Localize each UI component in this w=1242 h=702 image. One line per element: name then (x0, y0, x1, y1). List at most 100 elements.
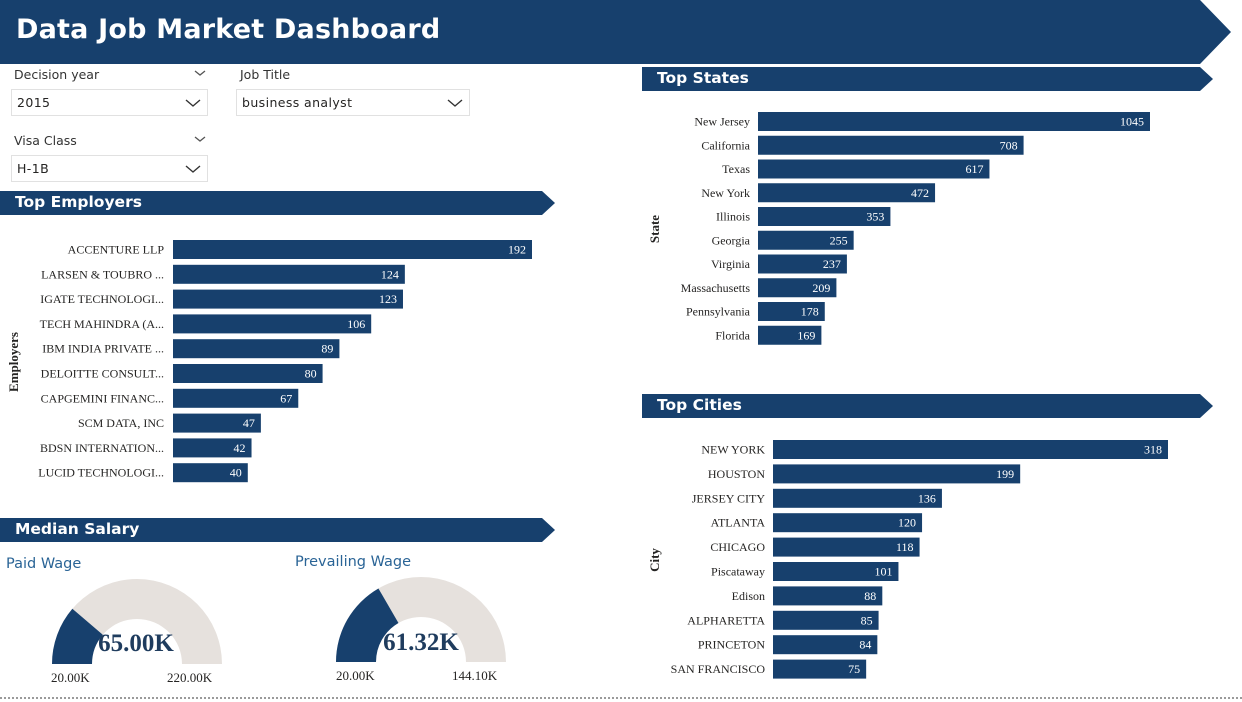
bar[interactable] (773, 440, 1168, 459)
category-label: IBM INDIA PRIVATE ... (42, 342, 164, 356)
data-label: 237 (823, 257, 841, 271)
bar[interactable] (773, 610, 879, 630)
job-title-value: business analyst (242, 95, 353, 110)
median-salary-title: Median Salary (15, 520, 140, 538)
category-label: Georgia (712, 233, 751, 247)
ribbon-shape (0, 518, 555, 542)
bar[interactable] (758, 112, 1150, 131)
category-label: Florida (715, 328, 750, 342)
category-label: CAPGEMINI FINANC... (41, 391, 164, 405)
category-label: Virginia (711, 257, 751, 271)
category-label: California (701, 138, 750, 152)
prevailing-wage-title: Prevailing Wage (295, 554, 412, 570)
category-label: SAN FRANCISCO (671, 662, 766, 676)
bar[interactable] (758, 278, 837, 298)
decision-year-label: Decision year (14, 67, 100, 82)
category-label: Illinois (716, 210, 750, 224)
ribbon-shape (642, 67, 1213, 91)
category-label: LARSEN & TOUBRO ... (41, 267, 164, 281)
chevron-down-icon[interactable] (185, 98, 201, 108)
data-label: 120 (898, 516, 916, 530)
bar[interactable] (773, 464, 1021, 484)
bar[interactable] (173, 438, 252, 458)
data-label: 101 (874, 565, 892, 579)
bar[interactable] (773, 586, 883, 606)
bar[interactable] (758, 230, 854, 250)
bar[interactable] (758, 302, 825, 321)
data-label: 42 (234, 441, 246, 455)
bar[interactable] (758, 254, 847, 274)
data-label: 199 (996, 467, 1014, 481)
visa-class-label: Visa Class (14, 133, 77, 148)
data-label: 169 (797, 328, 815, 342)
bar[interactable] (173, 364, 323, 383)
header-banner-shape (0, 0, 1231, 64)
data-label: 40 (230, 466, 242, 480)
category-label: CHICAGO (710, 540, 765, 554)
median-salary-header: Median Salary (0, 518, 556, 542)
bar[interactable] (773, 635, 878, 655)
bar[interactable] (758, 135, 1024, 155)
bar[interactable] (773, 488, 942, 508)
bar[interactable] (758, 207, 891, 226)
bar[interactable] (773, 513, 923, 533)
visa-class-value: H-1B (17, 161, 50, 176)
visa-class-collapse-icon[interactable] (193, 134, 207, 144)
category-label: Massachusetts (681, 281, 751, 295)
bar[interactable] (773, 659, 867, 679)
category-label: Edison (732, 589, 765, 603)
top-employers-header: Top Employers (0, 191, 556, 215)
visa-class-dropdown[interactable]: H-1B (11, 155, 208, 182)
bar[interactable] (173, 240, 532, 259)
category-label: BDSN INTERNATION... (40, 441, 164, 455)
category-label: IGATE TECHNOLOGI... (40, 292, 164, 306)
job-title-label: Job Title (240, 67, 291, 82)
bar[interactable] (773, 537, 920, 557)
top-states-title: Top States (657, 69, 749, 87)
bar[interactable] (758, 159, 990, 179)
paid-wage-title: Paid Wage (6, 556, 82, 572)
bar[interactable] (758, 325, 822, 345)
data-label: 47 (243, 416, 255, 430)
data-label: 123 (379, 292, 397, 306)
top-cities-title: Top Cities (657, 396, 742, 414)
top-cities-header: Top Cities (642, 394, 1214, 418)
chevron-down-icon[interactable] (447, 98, 463, 108)
bar[interactable] (773, 562, 899, 581)
decision-year-collapse-icon[interactable] (193, 68, 207, 78)
bar[interactable] (173, 463, 248, 483)
bar[interactable] (173, 339, 340, 359)
bar[interactable] (173, 314, 372, 334)
job-title-dropdown[interactable]: business analyst (236, 89, 470, 116)
top-cities-chart: City NEW YORK 318 HOUSTON 199 JERSEY CITY 136 A… (647, 440, 1168, 679)
data-label: 472 (911, 186, 929, 200)
bar[interactable] (173, 413, 261, 433)
decision-year-dropdown[interactable]: 2015 (11, 89, 208, 116)
page-bottom-divider (0, 697, 1242, 699)
category-label: New York (701, 186, 750, 200)
chevron-down-icon[interactable] (185, 164, 201, 174)
top-employers-chart: Employers ACCENTURE LLP 192 LARSEN & TOUBRO… (6, 240, 532, 483)
bar[interactable] (173, 289, 403, 309)
bar[interactable] (173, 264, 405, 284)
paid-wage-gauge (52, 579, 222, 664)
data-label: 84 (859, 638, 871, 652)
data-label: 318 (1144, 443, 1162, 457)
data-label: 192 (508, 243, 526, 257)
data-label: 67 (280, 391, 292, 405)
paid-wage-min: 20.00K (51, 670, 90, 685)
gauge-fill[interactable] (52, 608, 103, 664)
data-label: 617 (965, 162, 983, 176)
data-label: 255 (830, 233, 848, 247)
category-label: Piscataway (711, 565, 765, 579)
data-label: 85 (861, 613, 873, 627)
decision-year-value: 2015 (17, 95, 51, 110)
gauge-fill[interactable] (336, 588, 399, 662)
bar[interactable] (758, 183, 936, 203)
paid-wage-max: 220.00K (167, 670, 213, 685)
category-label: HOUSTON (708, 467, 765, 481)
top-employers-title: Top Employers (15, 193, 142, 211)
bar[interactable] (173, 388, 299, 408)
axis-title: City (647, 548, 662, 572)
category-label: TECH MAHINDRA (A... (40, 317, 164, 331)
